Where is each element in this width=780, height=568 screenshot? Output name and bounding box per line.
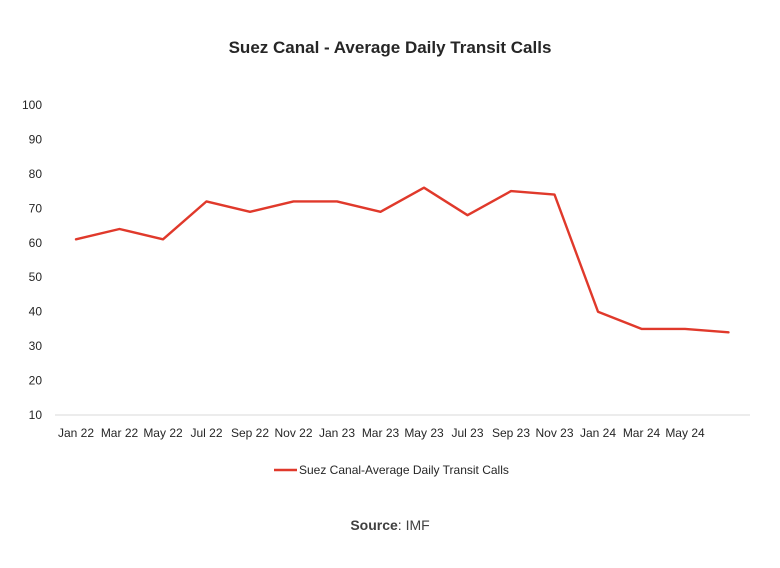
y-tick-label: 40 (29, 305, 43, 319)
x-tick-label: May 24 (665, 426, 705, 440)
x-tick-label: Jul 22 (190, 426, 222, 440)
series-line (74, 186, 730, 334)
y-tick-label: 80 (29, 167, 43, 181)
source-value: IMF (405, 517, 430, 533)
x-tick-label: Nov 22 (274, 426, 312, 440)
x-axis-ticks: Jan 22 Mar 22 May 22 Jul 22 Sep 22 Nov 22 Jan … (58, 426, 705, 440)
legend-label: Suez Canal-Average Daily Transit Calls (299, 463, 509, 477)
source-separator: : (397, 517, 406, 533)
x-tick-label: Mar 22 (101, 426, 139, 440)
x-tick-label: May 23 (404, 426, 444, 440)
x-tick-label: Jan 23 (319, 426, 355, 440)
x-tick-label: Sep 23 (492, 426, 530, 440)
chart-title: Suez Canal - Average Daily Transit Calls (229, 38, 552, 57)
y-tick-label: 30 (29, 339, 43, 353)
x-tick-label: Sep 22 (231, 426, 269, 440)
x-tick-label: Jan 24 (580, 426, 616, 440)
y-axis-ticks: 10 20 30 40 50 60 70 80 90 100 (22, 98, 42, 422)
y-tick-label: 60 (29, 236, 43, 250)
source-label: Source (350, 517, 398, 533)
y-tick-label: 20 (29, 374, 43, 388)
y-tick-label: 90 (29, 132, 43, 146)
y-tick-label: 50 (29, 270, 43, 284)
x-tick-label: Mar 23 (362, 426, 400, 440)
y-tick-label: 10 (29, 408, 43, 422)
x-tick-label: Jan 22 (58, 426, 94, 440)
legend: Suez Canal-Average Daily Transit Calls (274, 463, 509, 477)
y-tick-label: 70 (29, 201, 43, 215)
x-tick-label: Nov 23 (535, 426, 573, 440)
y-tick-label: 100 (22, 98, 42, 112)
x-tick-label: Mar 24 (623, 426, 661, 440)
x-tick-label: Jul 23 (451, 426, 483, 440)
series-group (74, 186, 730, 334)
x-tick-label: May 22 (143, 426, 183, 440)
source-note: Source: IMF (0, 517, 780, 533)
